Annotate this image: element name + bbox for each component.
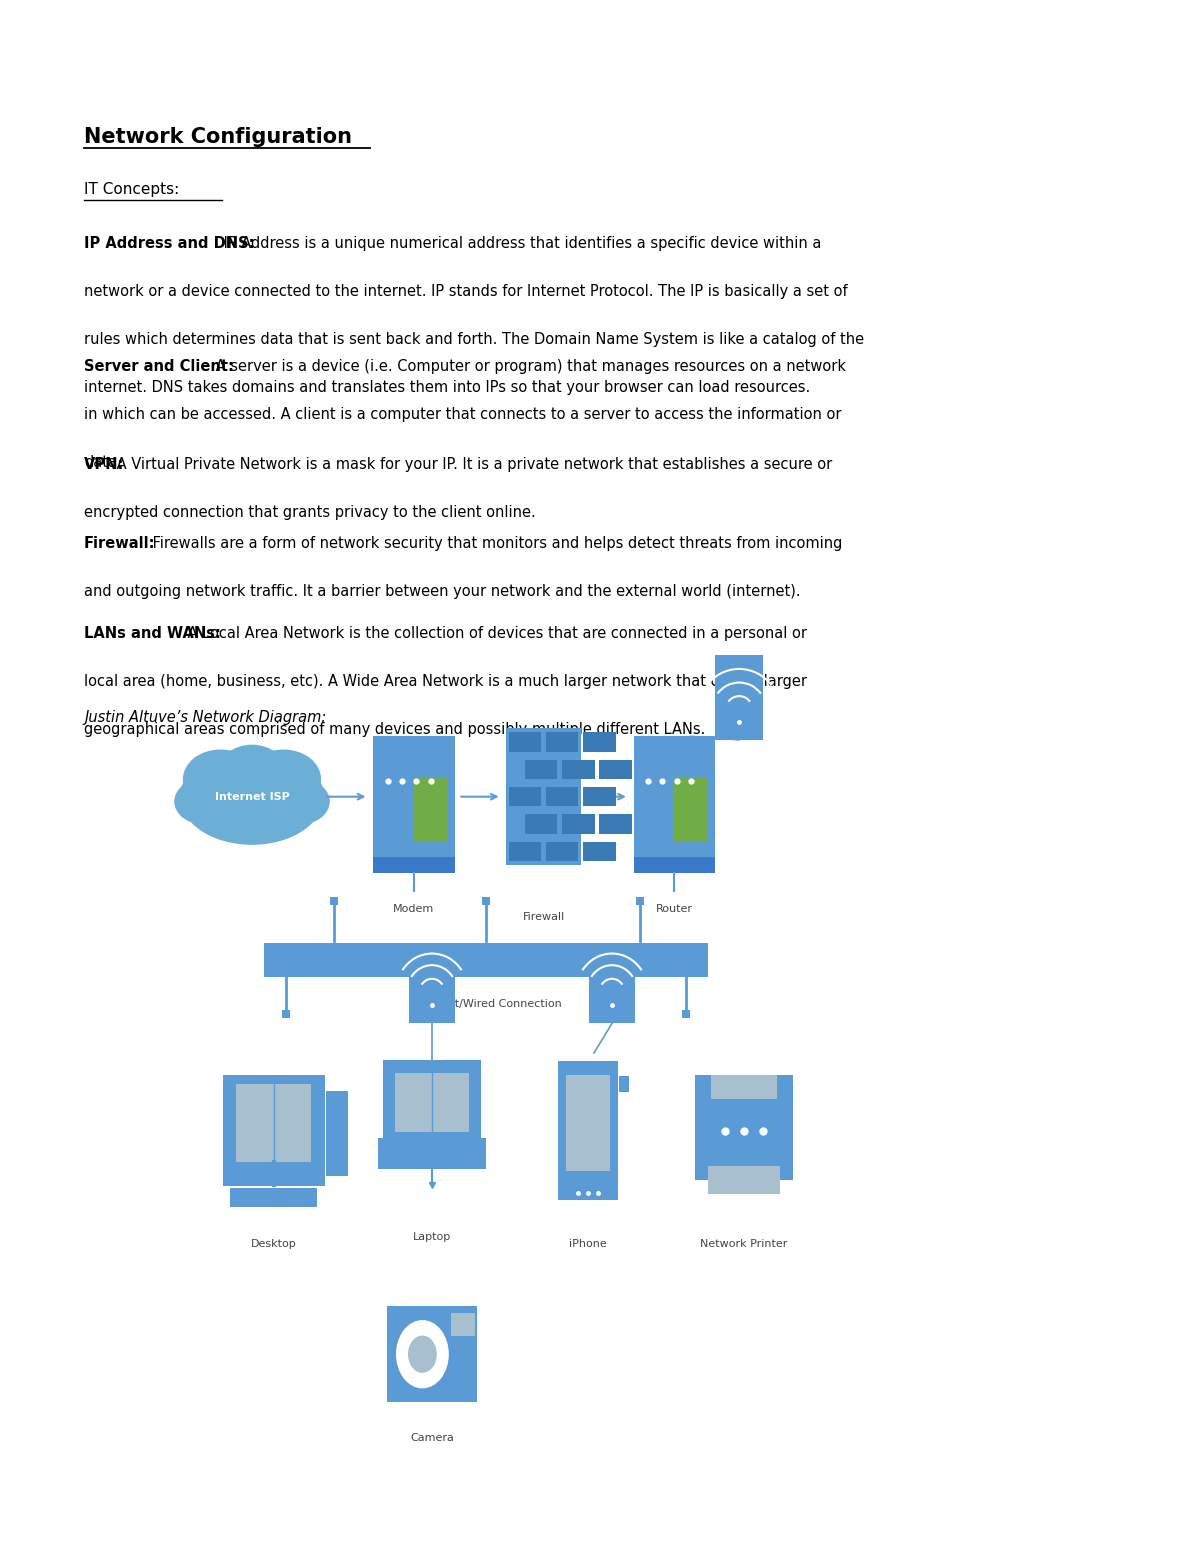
Text: and outgoing network traffic. It a barrier between your network and the external: and outgoing network traffic. It a barri…: [84, 584, 800, 599]
Text: Justin Altuve’s Network Diagram:: Justin Altuve’s Network Diagram:: [84, 710, 326, 725]
Text: internet. DNS takes domains and translates them into IPs so that your browser ca: internet. DNS takes domains and translat…: [84, 380, 810, 396]
Ellipse shape: [269, 778, 330, 825]
Circle shape: [396, 1320, 449, 1388]
Ellipse shape: [217, 745, 287, 800]
FancyBboxPatch shape: [546, 733, 578, 752]
Text: Server and Client:: Server and Client:: [84, 359, 234, 374]
Text: Network Configuration: Network Configuration: [84, 127, 352, 148]
Text: Router: Router: [656, 904, 692, 913]
Text: rules which determines data that is sent back and forth. The Domain Name System : rules which determines data that is sent…: [84, 332, 864, 348]
Text: Ethernet/Wired Connection: Ethernet/Wired Connection: [410, 999, 562, 1008]
Text: Firewalls are a form of network security that monitors and helps detect threats : Firewalls are a form of network security…: [148, 536, 842, 551]
Text: network or a device connected to the internet. IP stands for Internet Protocol. : network or a device connected to the int…: [84, 284, 847, 300]
Text: Network Printer: Network Printer: [701, 1239, 787, 1249]
FancyBboxPatch shape: [509, 733, 541, 752]
Text: A server is a device (i.e. Computer or program) that manages resources on a netw: A server is a device (i.e. Computer or p…: [211, 359, 846, 374]
FancyBboxPatch shape: [715, 654, 763, 739]
FancyBboxPatch shape: [373, 736, 455, 857]
Text: geographical areas comprised of many devices and possibly multiple different LAN: geographical areas comprised of many dev…: [84, 722, 706, 738]
Text: encrypted connection that grants privacy to the client online.: encrypted connection that grants privacy…: [84, 505, 535, 520]
Text: Desktop: Desktop: [251, 1239, 296, 1249]
FancyBboxPatch shape: [634, 736, 715, 857]
Text: VPN:: VPN:: [84, 457, 125, 472]
FancyBboxPatch shape: [409, 943, 455, 1023]
Circle shape: [408, 1336, 437, 1373]
FancyBboxPatch shape: [386, 1306, 478, 1402]
FancyBboxPatch shape: [619, 1076, 629, 1092]
Text: iPhone: iPhone: [569, 1239, 607, 1249]
FancyBboxPatch shape: [563, 759, 595, 780]
FancyBboxPatch shape: [450, 1314, 475, 1336]
Text: LANs and WANs:: LANs and WANs:: [84, 626, 221, 641]
FancyBboxPatch shape: [695, 1075, 793, 1180]
Ellipse shape: [180, 749, 324, 845]
FancyBboxPatch shape: [395, 1073, 469, 1132]
FancyBboxPatch shape: [526, 759, 558, 780]
Text: IT Concepts:: IT Concepts:: [84, 182, 179, 197]
Text: IP Address is a unique numerical address that identifies a specific device withi: IP Address is a unique numerical address…: [218, 236, 821, 252]
FancyBboxPatch shape: [546, 842, 578, 860]
FancyBboxPatch shape: [708, 1166, 780, 1194]
Text: Laptop: Laptop: [413, 1232, 451, 1241]
FancyBboxPatch shape: [414, 776, 448, 842]
FancyBboxPatch shape: [634, 857, 715, 873]
FancyBboxPatch shape: [326, 1090, 348, 1177]
FancyBboxPatch shape: [383, 1059, 481, 1146]
FancyBboxPatch shape: [563, 814, 595, 834]
Text: A Virtual Private Network is a mask for your IP. It is a private network that es: A Virtual Private Network is a mask for …: [113, 457, 833, 472]
FancyBboxPatch shape: [589, 943, 635, 1023]
Text: A Local Area Network is the collection of devices that are connected in a person: A Local Area Network is the collection o…: [184, 626, 808, 641]
Ellipse shape: [182, 750, 258, 809]
FancyBboxPatch shape: [509, 787, 541, 806]
FancyBboxPatch shape: [566, 1075, 610, 1171]
FancyBboxPatch shape: [558, 1061, 618, 1200]
Ellipse shape: [174, 778, 235, 825]
FancyBboxPatch shape: [236, 1084, 311, 1162]
Text: Firewall: Firewall: [522, 912, 565, 921]
Text: data.: data.: [84, 455, 121, 471]
FancyBboxPatch shape: [378, 1138, 486, 1169]
FancyBboxPatch shape: [674, 776, 708, 842]
Text: in which can be accessed. A client is a computer that connects to a server to ac: in which can be accessed. A client is a …: [84, 407, 841, 422]
Text: Modem: Modem: [394, 904, 434, 913]
FancyBboxPatch shape: [526, 814, 558, 834]
Text: Camera: Camera: [410, 1433, 454, 1443]
FancyBboxPatch shape: [583, 842, 616, 860]
FancyBboxPatch shape: [583, 733, 616, 752]
Text: Internet ISP: Internet ISP: [215, 792, 289, 801]
FancyBboxPatch shape: [600, 759, 632, 780]
FancyBboxPatch shape: [583, 787, 616, 806]
Ellipse shape: [246, 750, 322, 809]
FancyBboxPatch shape: [600, 814, 632, 834]
FancyBboxPatch shape: [546, 787, 578, 806]
FancyBboxPatch shape: [264, 943, 708, 977]
Text: IP Address and DNS:: IP Address and DNS:: [84, 236, 254, 252]
Text: local area (home, business, etc). A Wide Area Network is a much larger network t: local area (home, business, etc). A Wide…: [84, 674, 808, 690]
FancyBboxPatch shape: [506, 728, 581, 865]
FancyBboxPatch shape: [373, 857, 455, 873]
Text: Firewall:: Firewall:: [84, 536, 156, 551]
FancyBboxPatch shape: [230, 1188, 317, 1207]
FancyBboxPatch shape: [710, 1075, 778, 1100]
FancyBboxPatch shape: [509, 842, 541, 860]
FancyBboxPatch shape: [223, 1075, 324, 1186]
